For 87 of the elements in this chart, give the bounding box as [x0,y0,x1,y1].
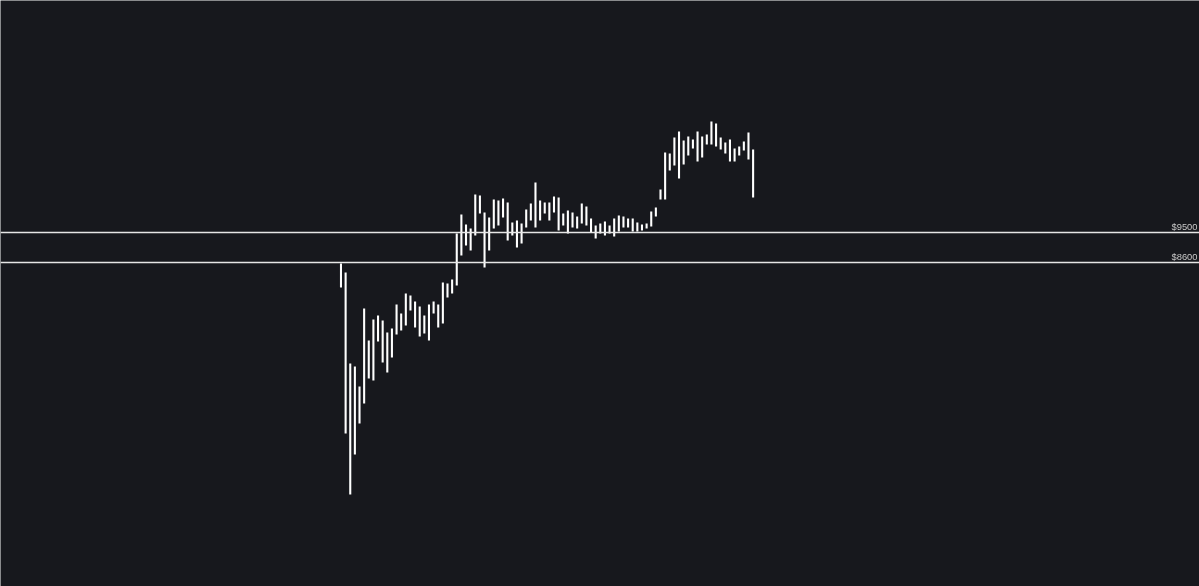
bar [627,218,630,228]
bar [548,202,551,221]
bar [603,221,606,236]
bar [682,140,685,165]
bar [367,340,370,379]
bar [418,306,421,337]
bar [502,198,505,218]
bar [571,212,574,228]
bar [478,195,481,214]
bar [520,223,523,244]
bar [552,196,556,213]
bar [339,263,343,288]
bar [715,123,718,147]
bar [488,217,491,251]
bar [539,200,542,221]
bar [696,131,699,162]
bar [738,146,741,156]
bar [668,153,671,171]
bar [469,228,472,251]
bar [724,142,727,154]
bar [590,218,593,233]
bar [515,220,518,248]
bar [376,315,380,342]
bar [742,141,745,151]
bar [747,132,750,160]
bar [395,304,398,335]
bar [455,233,458,286]
ref-line-label: $9500 [1171,221,1198,232]
bar [562,213,565,226]
bar [492,199,495,229]
bar [543,202,546,214]
bar [414,301,417,328]
bar [525,209,528,228]
bar [529,203,532,221]
bar [576,216,579,229]
bar [344,272,347,434]
bar [437,304,440,328]
bar [664,152,667,200]
ref-line-label: $8600 [1171,251,1198,262]
bar [363,308,366,404]
bar [427,304,431,341]
bar [404,293,407,326]
bar [349,363,352,495]
bar [400,313,403,331]
bar [636,222,639,232]
bar [386,332,389,373]
bar [372,319,375,381]
bar [441,282,444,324]
bar [640,224,644,231]
bar [451,279,454,294]
bar [534,182,537,228]
bar [710,121,713,145]
bar [585,206,588,226]
bar [358,386,361,424]
bar [460,214,463,256]
bar [719,137,722,150]
bar [673,137,676,166]
bar [381,320,384,363]
bar [631,218,634,232]
bar [691,139,694,149]
bar [752,149,755,198]
bar [677,131,681,179]
bar [580,203,583,224]
bar [566,210,569,234]
bar [728,139,731,162]
bar [557,197,560,231]
bar [483,212,486,268]
bar [390,328,393,358]
bar [464,224,468,246]
bar [432,301,435,314]
bar [654,207,657,217]
bar [645,223,648,229]
bar [650,211,653,227]
bar [446,283,449,298]
bar [474,194,477,236]
bar [705,134,708,145]
bar [687,136,690,156]
bar [409,295,412,311]
bar [506,202,509,241]
bar [353,366,356,455]
bar [622,216,625,228]
bar [659,189,662,200]
bar [497,200,500,226]
bar [701,136,704,158]
bar [617,215,620,232]
bar [733,148,736,162]
bar [423,315,426,334]
